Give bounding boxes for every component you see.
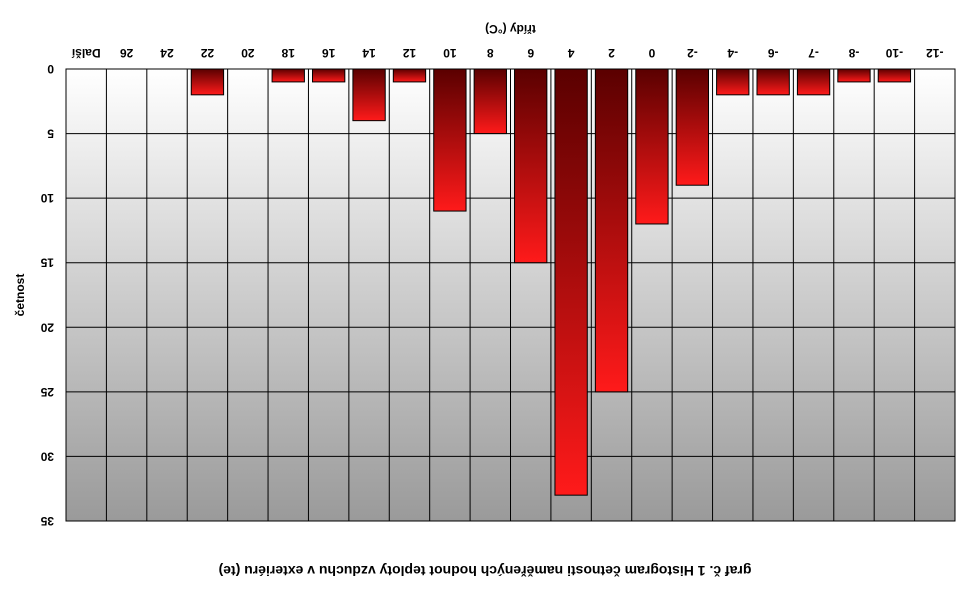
x-tick-label: 14 (362, 46, 376, 60)
y-tick-label: 15 (40, 256, 54, 270)
y-tick-label: 35 (40, 514, 54, 528)
x-tick-label: -8 (848, 46, 859, 60)
bar--2 (675, 68, 710, 186)
x-tick-label: -6 (767, 46, 778, 60)
bars (190, 68, 912, 496)
x-tick-label: -12 (926, 46, 944, 60)
x-tick-label: 22 (200, 46, 214, 60)
bar-2 (594, 68, 629, 393)
x-tick-label: Další (71, 46, 100, 60)
x-tick-label: 6 (527, 46, 534, 60)
x-tick-label: 10 (443, 46, 457, 60)
x-axis-label: třídy (°C) (485, 22, 536, 36)
x-tick-label: 12 (402, 46, 416, 60)
x-tick-label: 2 (608, 46, 615, 60)
x-tick-label: -7 (808, 46, 819, 60)
x-tick-label: -10 (885, 46, 903, 60)
x-tick-label: 16 (322, 46, 336, 60)
x-tick-label: -4 (727, 46, 738, 60)
y-tick-label: 10 (40, 191, 54, 205)
x-tick-label: -2 (687, 46, 698, 60)
y-tick-label: 5 (47, 127, 54, 141)
bar-14 (352, 68, 386, 122)
x-tick-label: 18 (281, 46, 295, 60)
y-axis-label: četnost (13, 274, 27, 317)
bar-10 (433, 68, 467, 212)
bar--8 (837, 68, 871, 83)
x-tick-label: 20 (241, 46, 255, 60)
y-tick-label: 30 (40, 449, 54, 463)
x-tick-label: 26 (120, 46, 134, 60)
bar--10 (877, 68, 912, 83)
x-tick-label: 4 (567, 46, 574, 60)
bar-6 (514, 68, 548, 264)
bar-18 (271, 68, 305, 83)
x-tick-label: 24 (160, 46, 174, 60)
y-tick-label: 0 (47, 62, 54, 76)
y-tick-label: 20 (40, 320, 54, 334)
chart-title: graf č. 1 Histogram četnosti naměřených … (219, 563, 752, 579)
y-tick-label: 25 (40, 385, 54, 399)
x-tick-label: 0 (648, 46, 655, 60)
bar-12 (392, 68, 427, 83)
x-tick-label: 8 (487, 46, 494, 60)
bar-22 (190, 68, 225, 96)
bar--4 (716, 68, 750, 96)
bar--6 (756, 68, 790, 96)
bar-16 (311, 68, 346, 83)
bar--7 (796, 68, 831, 96)
tick-labels: -12-10-8-7-6-4-202468101214161820222426D… (40, 46, 943, 528)
bar-0 (635, 68, 669, 225)
bar-8 (473, 68, 507, 135)
bar-4 (554, 68, 588, 496)
